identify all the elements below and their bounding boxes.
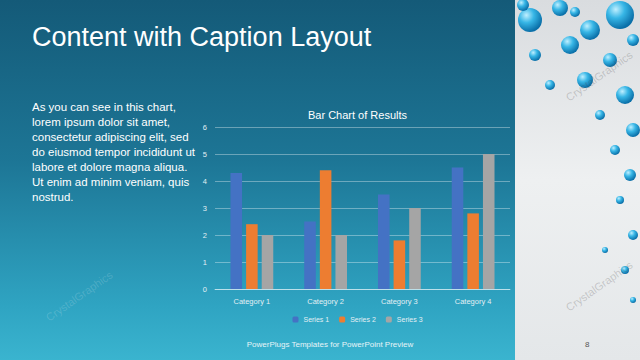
svg-text:Category 4: Category 4 xyxy=(455,297,492,306)
html-text:8: 8 xyxy=(585,340,590,349)
html-text:CrystalGraphics: CrystalGraphics xyxy=(563,48,635,104)
svg-text:0: 0 xyxy=(203,285,207,294)
svg-text:Series 3: Series 3 xyxy=(397,316,423,323)
svg-text:5: 5 xyxy=(203,150,207,159)
html-text:Content with Caption Layout: Content with Caption Layout xyxy=(32,22,372,52)
html-text:CrystalGraphics: CrystalGraphics xyxy=(563,258,635,314)
svg-text:4: 4 xyxy=(203,177,207,186)
svg-text:Bar Chart of Results: Bar Chart of Results xyxy=(308,109,408,121)
svg-text:6: 6 xyxy=(203,123,207,132)
svg-text:Category 1: Category 1 xyxy=(234,297,271,306)
html-text:CrystalGraphics: CrystalGraphics xyxy=(43,268,115,324)
svg-text:Series 2: Series 2 xyxy=(350,316,376,323)
svg-text:3: 3 xyxy=(203,204,207,213)
svg-text:Series 1: Series 1 xyxy=(303,316,329,323)
svg-text:Category 2: Category 2 xyxy=(307,297,344,306)
svg-text:Category 3: Category 3 xyxy=(381,297,418,306)
html-text:As you can see in this chart,: As you can see in this chart, lorem ipsu… xyxy=(32,101,195,203)
svg-text:1: 1 xyxy=(203,258,207,267)
html-text:PowerPlugs Templates for Power: PowerPlugs Templates for PowerPoint Prev… xyxy=(246,340,414,349)
svg-text:2: 2 xyxy=(203,231,207,240)
